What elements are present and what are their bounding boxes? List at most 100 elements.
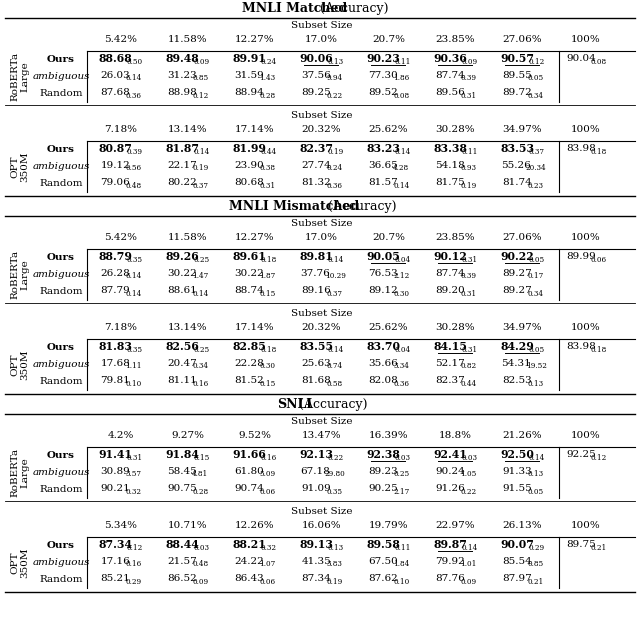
Text: 20.32%: 20.32%: [301, 125, 341, 133]
Text: 81.83: 81.83: [99, 341, 132, 352]
Text: 13.14%: 13.14%: [168, 322, 207, 332]
Text: 89.26: 89.26: [165, 251, 199, 262]
Text: 5.42%: 5.42%: [104, 232, 137, 242]
Text: 89.61: 89.61: [232, 251, 266, 262]
Text: 0.11: 0.11: [394, 58, 411, 66]
Text: 22.97%: 22.97%: [436, 520, 476, 530]
Text: 89.58: 89.58: [366, 539, 400, 550]
Text: 77.30: 77.30: [369, 71, 398, 80]
Text: 0.09: 0.09: [192, 578, 208, 585]
Text: 0.13: 0.13: [327, 543, 343, 552]
Text: 20.34: 20.34: [525, 165, 547, 173]
Text: 0.58: 0.58: [326, 379, 342, 387]
Text: 91.41: 91.41: [99, 449, 132, 460]
Text: 12.26%: 12.26%: [235, 520, 275, 530]
Text: 1.11: 1.11: [125, 362, 141, 371]
Text: 19.79%: 19.79%: [369, 520, 408, 530]
Text: 0.31: 0.31: [460, 289, 476, 297]
Text: 30.22: 30.22: [234, 269, 264, 278]
Text: 90.07: 90.07: [500, 539, 534, 550]
Text: 0.17: 0.17: [527, 272, 543, 280]
Text: 90.12: 90.12: [433, 251, 467, 262]
Text: 0.48: 0.48: [192, 560, 208, 568]
Text: 0.05: 0.05: [527, 74, 543, 83]
Text: 0.04: 0.04: [394, 346, 410, 354]
Text: 0.06: 0.06: [591, 255, 607, 264]
Text: 0.05: 0.05: [528, 255, 545, 264]
Text: 0.06: 0.06: [259, 488, 275, 496]
Text: 0.06: 0.06: [259, 578, 275, 585]
Text: MNLI Mismatched: MNLI Mismatched: [229, 200, 360, 213]
Text: 84.15: 84.15: [433, 341, 467, 352]
Text: Ours: Ours: [47, 55, 75, 64]
Text: 5.42%: 5.42%: [104, 34, 137, 43]
Text: 27.06%: 27.06%: [502, 232, 542, 242]
Text: RoBERTa
Large: RoBERTa Large: [10, 448, 29, 497]
Text: 0.04: 0.04: [394, 255, 410, 264]
Text: 20.7%: 20.7%: [372, 34, 405, 43]
Text: 0.14: 0.14: [528, 453, 545, 461]
Text: 83.53: 83.53: [500, 143, 534, 154]
Text: 0.12: 0.12: [192, 91, 208, 100]
Text: 81.99: 81.99: [232, 143, 266, 154]
Text: 1.01: 1.01: [460, 560, 476, 568]
Text: 0.21: 0.21: [527, 578, 543, 585]
Text: 0.31: 0.31: [461, 346, 477, 354]
Text: 0.35: 0.35: [126, 346, 142, 354]
Text: 0.14: 0.14: [394, 148, 410, 155]
Text: 100%: 100%: [571, 322, 601, 332]
Text: 89.56: 89.56: [435, 88, 465, 97]
Text: 0.25: 0.25: [193, 255, 209, 264]
Text: 11.58%: 11.58%: [168, 34, 207, 43]
Text: 0.36: 0.36: [326, 182, 342, 190]
Text: 89.20: 89.20: [435, 286, 465, 295]
Text: 85.54: 85.54: [502, 557, 532, 566]
Text: 0.44: 0.44: [260, 148, 276, 155]
Text: 1.84: 1.84: [393, 560, 410, 568]
Text: 0.21: 0.21: [591, 543, 607, 552]
Text: Random: Random: [39, 377, 83, 386]
Text: OPT
350M: OPT 350M: [10, 151, 29, 182]
Text: 81.52: 81.52: [234, 376, 264, 385]
Text: 0.28: 0.28: [259, 91, 275, 100]
Text: 21.26%: 21.26%: [502, 431, 542, 439]
Text: 87.62: 87.62: [369, 574, 398, 583]
Text: 90.36: 90.36: [433, 53, 467, 64]
Text: 16.39%: 16.39%: [369, 431, 408, 439]
Text: 89.48: 89.48: [165, 53, 199, 64]
Text: 81.11: 81.11: [168, 376, 197, 385]
Text: 19.52: 19.52: [525, 362, 547, 371]
Text: 12.27%: 12.27%: [235, 232, 275, 242]
Text: 3.57: 3.57: [125, 471, 141, 478]
Text: 31.59: 31.59: [234, 71, 264, 80]
Text: 0.35: 0.35: [126, 255, 142, 264]
Text: 0.10: 0.10: [125, 379, 141, 387]
Text: 0.12: 0.12: [126, 543, 143, 552]
Text: 0.34: 0.34: [527, 289, 543, 297]
Text: 0.31: 0.31: [460, 91, 476, 100]
Text: 31.23: 31.23: [168, 71, 197, 80]
Text: 16.06%: 16.06%: [301, 520, 341, 530]
Text: 58.45: 58.45: [168, 467, 197, 476]
Text: 34.97%: 34.97%: [502, 322, 542, 332]
Text: 0.15: 0.15: [259, 289, 275, 297]
Text: 100%: 100%: [571, 34, 601, 43]
Text: 36.65: 36.65: [369, 161, 398, 170]
Text: 0.05: 0.05: [527, 488, 543, 496]
Text: 91.26: 91.26: [435, 484, 465, 493]
Text: 90.06: 90.06: [300, 53, 333, 64]
Text: 0.18: 0.18: [591, 346, 607, 354]
Text: 0.08: 0.08: [393, 91, 409, 100]
Text: 83.38: 83.38: [433, 143, 467, 154]
Text: 0.32: 0.32: [125, 488, 141, 496]
Text: 89.72: 89.72: [502, 88, 532, 97]
Text: 0.30: 0.30: [259, 362, 275, 371]
Text: 90.21: 90.21: [100, 484, 130, 493]
Text: 89.52: 89.52: [369, 88, 398, 97]
Text: 0.23: 0.23: [527, 182, 543, 190]
Text: OPT
350M: OPT 350M: [10, 547, 29, 578]
Text: 0.39: 0.39: [126, 148, 142, 155]
Text: 88.68: 88.68: [99, 53, 132, 64]
Text: 0.31: 0.31: [461, 255, 477, 264]
Text: 89.16: 89.16: [301, 286, 331, 295]
